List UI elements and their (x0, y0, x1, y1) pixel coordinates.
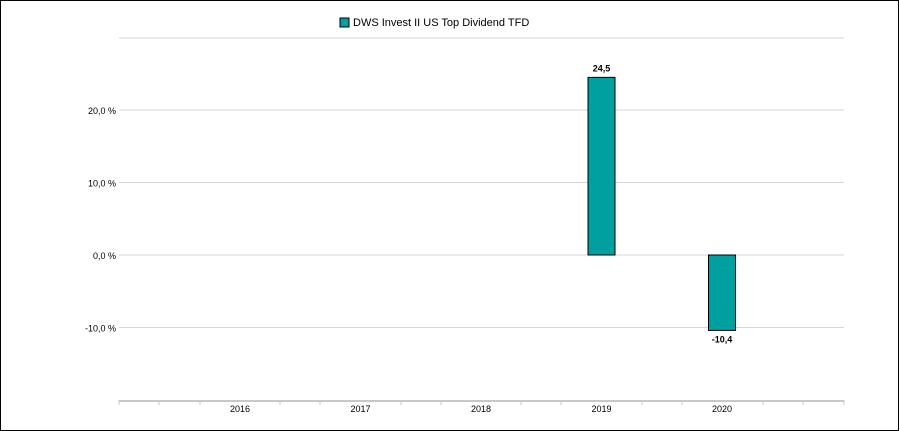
legend-swatch (339, 17, 350, 28)
bars: 24,5 -10,4 (587, 63, 736, 344)
legend-label: DWS Invest II US Top Dividend TFD (353, 17, 529, 29)
x-axis: 2016 2017 2018 2019 2020 (118, 400, 845, 414)
y-tick-label: 20,0 % (88, 106, 116, 116)
x-tick-label: 2016 (230, 404, 250, 414)
x-tick-label: 2018 (471, 404, 491, 414)
bar (587, 76, 616, 256)
y-tick-label: 10,0 % (88, 179, 116, 189)
bar-value-label: 24,5 (593, 63, 611, 73)
legend: DWS Invest II US Top Dividend TFD (339, 17, 529, 29)
x-tick-label: 2019 (591, 404, 611, 414)
y-tick-label: -10,0 % (85, 324, 116, 334)
y-tick-label: 0,0 % (93, 251, 116, 261)
bar-value-label: -10,4 (712, 334, 733, 344)
bar (708, 254, 736, 331)
y-axis: 20,0 % 10,0 % 0,0 % -10,0 % (85, 106, 116, 334)
x-tick-label: 2020 (712, 404, 732, 414)
x-tick-label: 2017 (350, 404, 370, 414)
